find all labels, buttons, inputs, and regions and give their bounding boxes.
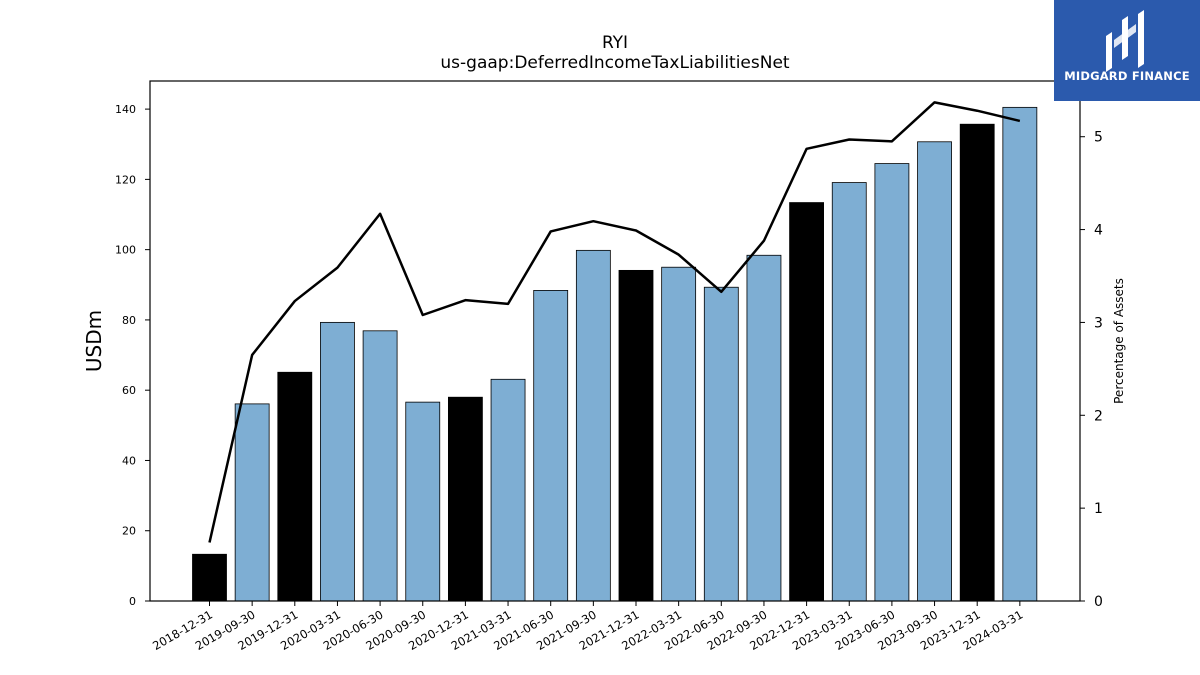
bar-2022-12-31 (789, 202, 824, 602)
chart-title: RYI (602, 33, 628, 53)
bar-2021-03-31 (490, 378, 526, 602)
y-tick-label: 80 (122, 314, 136, 327)
y2-tick-label: 2 (1094, 408, 1103, 424)
bar-2021-09-30 (575, 249, 611, 602)
bar-2018-12-31 (192, 553, 227, 602)
y-tick-label: 0 (129, 595, 136, 608)
bar-2020-09-30 (405, 401, 441, 602)
bar-2021-12-31 (618, 269, 654, 602)
brand-logo: MIDGARD FINANCE (1054, 0, 1200, 101)
y2-axis-label: Percentage of Assets (1112, 278, 1126, 404)
bar-2020-03-31 (320, 321, 355, 602)
bar-2022-03-31 (661, 266, 697, 602)
bars-group (192, 106, 1038, 602)
bar-2022-06-30 (703, 286, 739, 602)
bar-2020-12-31 (447, 396, 483, 602)
percentage-of-assets-line (208, 101, 1021, 543)
bar-2023-09-30 (917, 141, 952, 602)
y2-tick-label: 0 (1094, 594, 1103, 610)
y-tick-label: 120 (115, 173, 136, 186)
line-group (208, 101, 1021, 543)
y2-tick-label: 4 (1094, 223, 1103, 239)
bar-2023-06-30 (874, 163, 910, 602)
y-tick-label: 60 (122, 384, 136, 397)
bar-2022-09-30 (746, 254, 782, 602)
bar-2023-03-31 (831, 182, 867, 602)
bar-2020-06-30 (362, 330, 398, 602)
bar-2024-03-31 (1002, 106, 1038, 602)
y-tick-label: 100 (115, 244, 136, 257)
bar-2021-06-30 (533, 290, 569, 602)
y2-tick-label: 5 (1094, 130, 1103, 146)
brand-name: MIDGARD FINANCE (1064, 69, 1190, 83)
midgard-logo-icon (1106, 10, 1144, 72)
y-axis-label: USDm (82, 310, 106, 372)
y-tick-label: 20 (122, 525, 136, 538)
y2-tick-label: 1 (1094, 501, 1103, 517)
chart-subtitle: us-gaap:DeferredIncomeTaxLiabilitiesNet (440, 53, 790, 73)
plot-frame (149, 80, 1081, 602)
bar-2019-09-30 (234, 403, 270, 602)
bar-2019-12-31 (277, 371, 313, 602)
bar-2023-12-31 (959, 123, 995, 602)
y-tick-label: 40 (122, 454, 136, 467)
y2-tick-label: 3 (1094, 315, 1103, 331)
y-tick-label: 140 (115, 103, 136, 116)
